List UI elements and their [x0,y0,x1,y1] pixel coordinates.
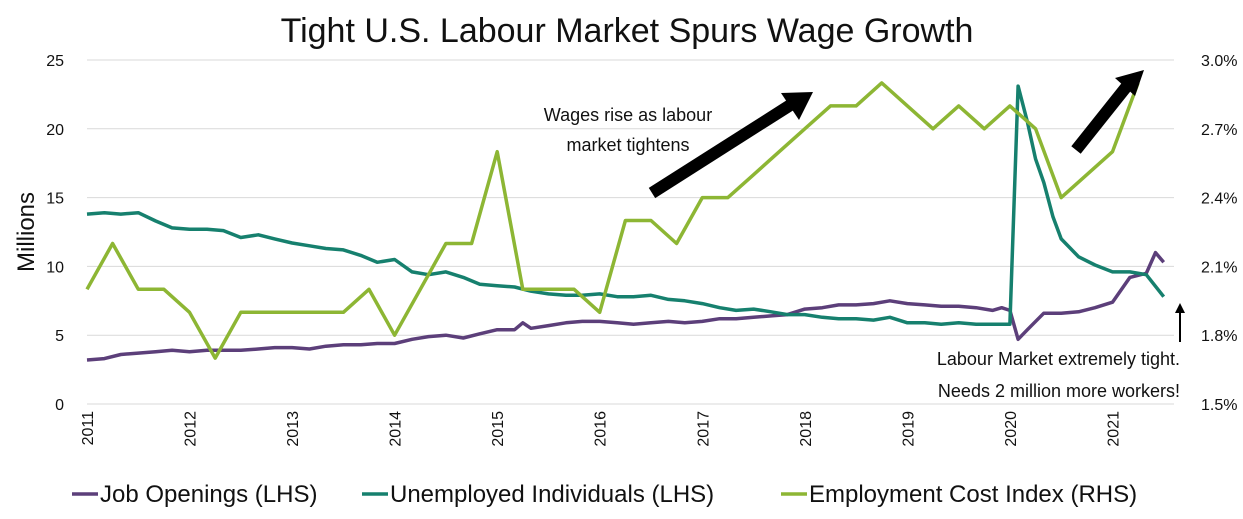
x-tick-label: 2013 [285,411,302,447]
y-tick-label: 25 [46,53,64,70]
legend-label: Employment Cost Index (RHS) [809,481,1137,508]
y2-tick-label: 1.8% [1201,328,1237,345]
chart-title: Tight U.S. Labour Market Spurs Wage Grow… [281,12,974,50]
y2-tick-label: 1.5% [1201,397,1237,414]
annotation-wages-line-2: market tightens [566,135,689,155]
x-tick-label: 2017 [695,411,712,447]
legend-label: Job Openings (LHS) [100,481,317,508]
legend-label: Unemployed Individuals (LHS) [390,481,714,508]
y-tick-label: 0 [55,397,64,414]
series-layer [85,81,1166,362]
x-tick-label: 2020 [1003,411,1020,447]
y-axis-label: Millions [13,192,40,272]
y-tick-label: 15 [46,191,64,208]
x-tick-label: 2016 [593,411,610,447]
arrow-wages [648,92,813,199]
x-tick-label: 2011 [80,411,97,446]
y2-tick-label: 2.1% [1201,259,1237,276]
x-tick-label: 2012 [183,411,200,447]
x-tick-label: 2018 [798,411,815,447]
legend: Job Openings (LHS) Unemployed Individuals… [72,481,1137,508]
annotation-tight-line-2: Needs 2 million more workers! [938,381,1180,401]
legend-item-2: Unemployed Individuals (LHS) [362,481,714,508]
annotation-wages: Wages rise as labour market tightens [544,105,712,155]
x-tick-label: 2014 [388,411,405,447]
x-tick-label: 2015 [490,411,507,447]
x-tick-label: 2019 [900,411,917,447]
y-tick-label: 5 [55,328,64,345]
x-tick-label: 2021 [1105,411,1122,447]
y2-tick-label: 2.4% [1201,191,1237,208]
y2-tick-label: 3.0% [1201,53,1237,70]
series-line-3 [85,81,1140,360]
arrow-tight [1175,303,1185,342]
annotation-tight-line-1: Labour Market extremely tight. [937,349,1180,369]
series-line-1 [86,250,1166,362]
y-tick-label: 20 [46,122,64,139]
y2-tick-label: 2.7% [1201,122,1237,139]
tick-layer: 0 5 10 15 20 25 1.5% 1.8% 2.1% 2.4% 2.7% 3.0% 2011 20… [46,53,1237,447]
y-tick-label: 10 [46,259,64,276]
arrow-2021 [1071,70,1144,154]
series-line-2 [86,84,1166,326]
annotation-wages-line-1: Wages rise as labour [544,105,712,125]
grid-layer [87,59,1174,405]
legend-item-3: Employment Cost Index (RHS) [781,481,1137,508]
legend-item-1: Job Openings (LHS) [72,481,317,508]
annotation-tight: Labour Market extremely tight. Needs 2 m… [937,349,1180,401]
